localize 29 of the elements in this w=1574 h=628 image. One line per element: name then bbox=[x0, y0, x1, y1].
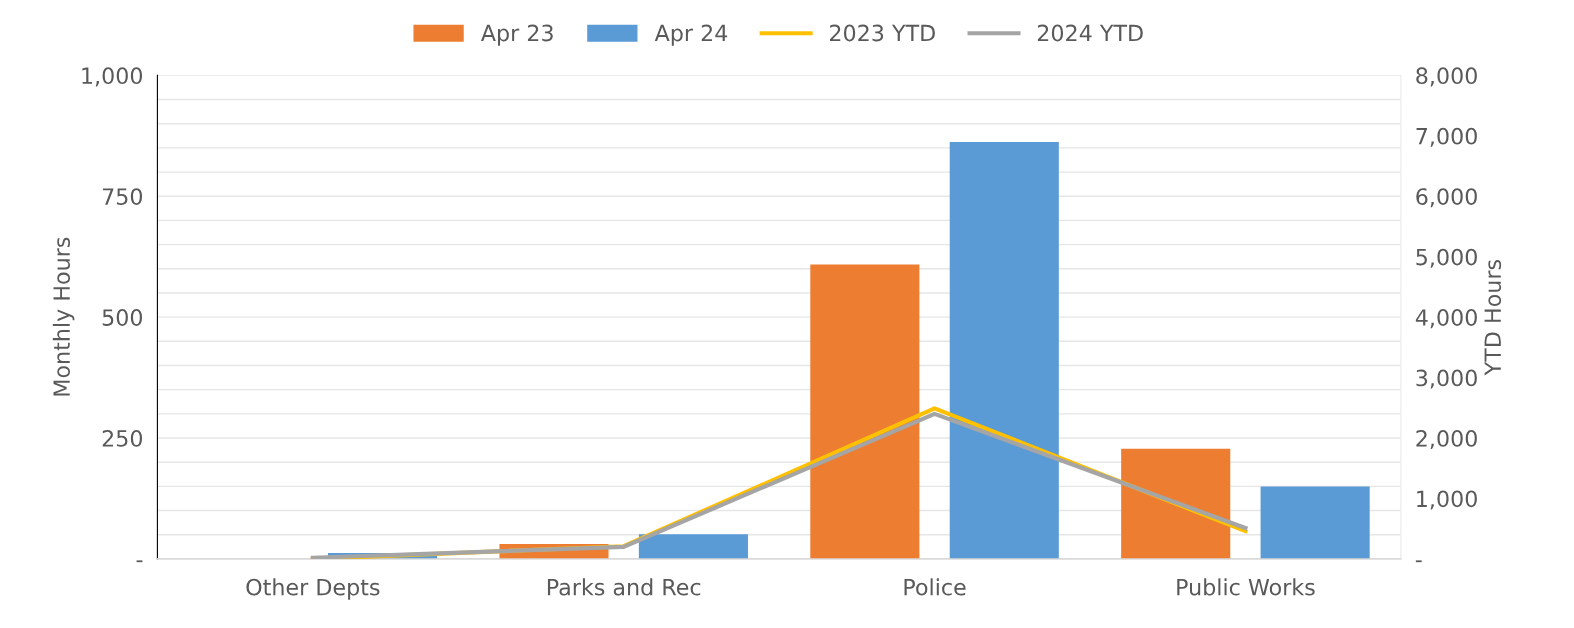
bar bbox=[949, 142, 1059, 559]
y2-tick-label: 7,000 bbox=[1416, 127, 1477, 147]
y-tick-label: 250 bbox=[102, 429, 143, 447]
bar bbox=[1260, 486, 1370, 559]
y2-tick-label: 2,000 bbox=[1416, 429, 1477, 450]
bar bbox=[1121, 448, 1231, 559]
y-tick-label: 1,000 bbox=[82, 67, 143, 87]
y2-tick-label: 5,000 bbox=[1416, 248, 1477, 268]
y2-tick-label: 8,000 bbox=[1416, 67, 1477, 87]
y-tick-label: 500 bbox=[102, 309, 143, 326]
x-tick-label: Parks and Rec bbox=[547, 578, 701, 596]
y2-tick-label: 4,000 bbox=[1415, 309, 1477, 329]
y2-tick-label: 6,000 bbox=[1416, 188, 1477, 208]
y2-axis-title: YTD Hours bbox=[1484, 260, 1502, 376]
legend-label: Apr 23 bbox=[480, 24, 553, 46]
legend-label: 2024 YTD bbox=[1037, 24, 1143, 42]
y-tick-label: 750 bbox=[102, 188, 143, 206]
bar bbox=[810, 264, 920, 559]
x-tick-label: Other Depts bbox=[246, 578, 380, 600]
y2-tick-label: 3,000 bbox=[1416, 369, 1477, 389]
legend-label: 2023 YTD bbox=[830, 24, 935, 42]
bar bbox=[638, 534, 748, 559]
y2-tick-label: - bbox=[1415, 560, 1422, 563]
y2-tick-label: 1,000 bbox=[1417, 490, 1477, 510]
legend-label: Apr 24 bbox=[654, 24, 728, 46]
y-axis-title: Monthly Hours bbox=[52, 237, 75, 396]
x-tick-label: Public Works bbox=[1177, 578, 1315, 596]
x-tick-label: Police bbox=[904, 578, 966, 596]
y-tick-label: - bbox=[136, 560, 143, 563]
